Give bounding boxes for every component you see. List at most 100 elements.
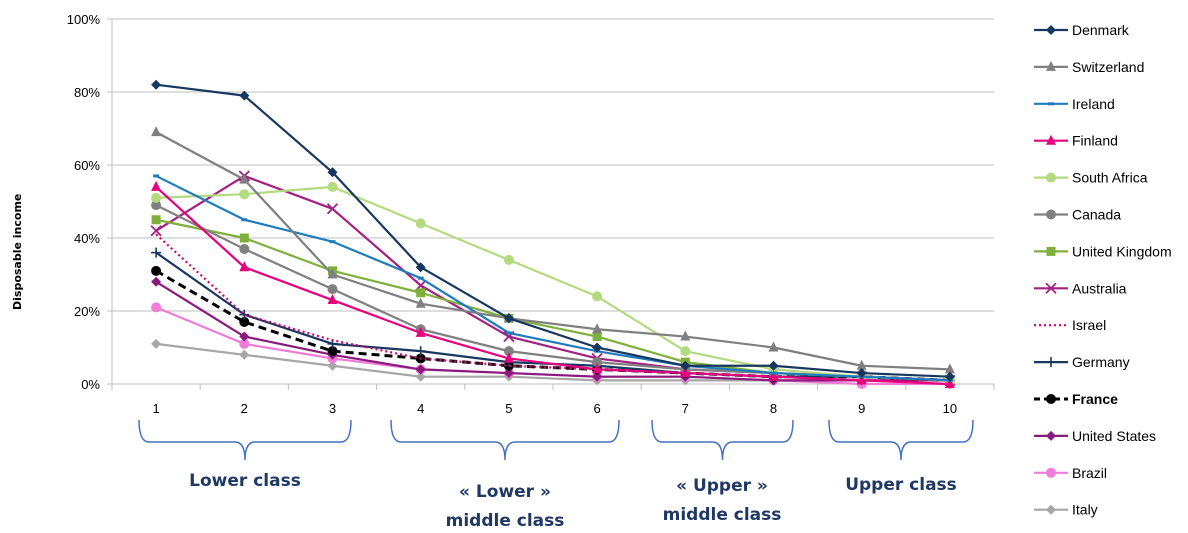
- legend-label: South Africa: [1072, 170, 1148, 186]
- data-point: [680, 330, 691, 341]
- gridlines: [107, 18, 994, 385]
- series-line: [155, 204, 950, 382]
- data-point: [327, 360, 338, 371]
- x-tick-label: 9: [858, 401, 865, 416]
- data-point: [1046, 357, 1056, 368]
- data-point: [151, 302, 162, 313]
- y-axis-ticks: 0% 20% 40% 60% 80% 100%: [67, 12, 101, 392]
- data-point: [151, 180, 162, 191]
- data-point: [151, 276, 162, 287]
- legend-label: Italy: [1072, 502, 1098, 518]
- data-point: [1046, 246, 1056, 256]
- series-line: [155, 186, 950, 386]
- data-point: [327, 284, 338, 295]
- data-point: [1046, 172, 1056, 183]
- class-brackets: [138, 419, 974, 461]
- data-point: [239, 90, 250, 101]
- data-point: [151, 338, 162, 349]
- data-point: [151, 192, 162, 203]
- series-line: [155, 306, 950, 386]
- data-point: [239, 173, 250, 184]
- data-point: [415, 371, 426, 382]
- data-point: [768, 370, 779, 381]
- legend-item: United Kingdom: [1034, 243, 1172, 259]
- data-point: [592, 363, 603, 374]
- y-tick-label: 60%: [74, 158, 100, 173]
- data-point: [239, 331, 250, 342]
- legend-item: Germany: [1034, 354, 1130, 370]
- legend-item: Canada: [1034, 207, 1121, 223]
- data-point: [150, 225, 162, 237]
- legend-item: Italy: [1034, 502, 1098, 518]
- legend-item: South Africa: [1034, 170, 1148, 186]
- data-point: [239, 349, 250, 360]
- legend-label: Australia: [1072, 280, 1127, 296]
- series-france: [151, 265, 955, 386]
- data-point: [768, 341, 779, 352]
- series-switzerland: [151, 126, 955, 374]
- data-point: [503, 346, 514, 357]
- data-point: [151, 200, 162, 211]
- data-point: [592, 357, 603, 368]
- data-point: [327, 181, 338, 192]
- data-point: [1046, 467, 1056, 478]
- data-point: [239, 309, 250, 320]
- class-label-upper-middle-class: « Upper » middle class: [663, 476, 782, 525]
- data-point: [415, 262, 426, 273]
- class-labels: Lower class « Lower » middle class « Upper …: [189, 471, 957, 531]
- y-tick-label: 0%: [81, 377, 100, 392]
- legend-label: France: [1072, 391, 1118, 407]
- data-point: [944, 371, 955, 382]
- series-line: [155, 251, 950, 382]
- series-line: [155, 233, 950, 382]
- y-tick-label: 20%: [74, 304, 100, 319]
- class-bracket: [651, 419, 794, 461]
- data-point: [856, 374, 867, 385]
- legend-item: Switzerland: [1034, 59, 1144, 75]
- data-point: [503, 313, 514, 324]
- data-point: [1046, 134, 1056, 145]
- data-point: [1046, 209, 1056, 220]
- legend-label: United States: [1072, 428, 1156, 444]
- data-point: [680, 360, 691, 371]
- legend-label: Switzerland: [1072, 59, 1144, 75]
- legend-label: Denmark: [1072, 22, 1130, 38]
- data-point: [592, 323, 603, 334]
- series-line: [155, 280, 950, 382]
- x-axis-ticks: 1 2 3 4 5 6 7 8 9 10: [111, 384, 995, 416]
- data-point: [768, 360, 779, 371]
- data-point: [944, 378, 955, 388]
- data-point: [944, 363, 955, 374]
- class-bracket: [828, 419, 974, 461]
- series-line: [155, 131, 950, 371]
- series-line: [156, 185, 950, 382]
- data-point: [680, 367, 691, 378]
- data-point: [415, 346, 426, 357]
- class-label-lower-class: Lower class: [189, 471, 301, 491]
- data-point: [239, 261, 250, 272]
- data-point: [327, 167, 338, 178]
- series-finland: [151, 180, 955, 388]
- legend-item: Israel: [1034, 317, 1106, 333]
- data-point: [592, 371, 603, 382]
- data-point: [327, 294, 338, 305]
- x-tick-label: 6: [593, 401, 600, 416]
- legend-item: Finland: [1034, 133, 1118, 149]
- legend-item: Brazil: [1034, 465, 1107, 481]
- data-point: [1046, 394, 1056, 404]
- legend-item: Denmark: [1034, 22, 1130, 38]
- data-point: [856, 359, 867, 370]
- data-point: [327, 346, 338, 357]
- series-israel: [155, 233, 950, 382]
- data-point: [416, 288, 426, 298]
- data-point: [1045, 282, 1057, 294]
- legend-label: Ireland: [1072, 96, 1115, 112]
- data-point: [415, 297, 426, 308]
- data-point: [592, 332, 602, 342]
- data-point: [151, 215, 161, 225]
- data-point: [415, 326, 426, 337]
- class-bracket: [390, 419, 620, 461]
- data-point: [151, 126, 162, 137]
- x-tick-label: 4: [417, 401, 424, 416]
- legend-label: Finland: [1072, 133, 1118, 149]
